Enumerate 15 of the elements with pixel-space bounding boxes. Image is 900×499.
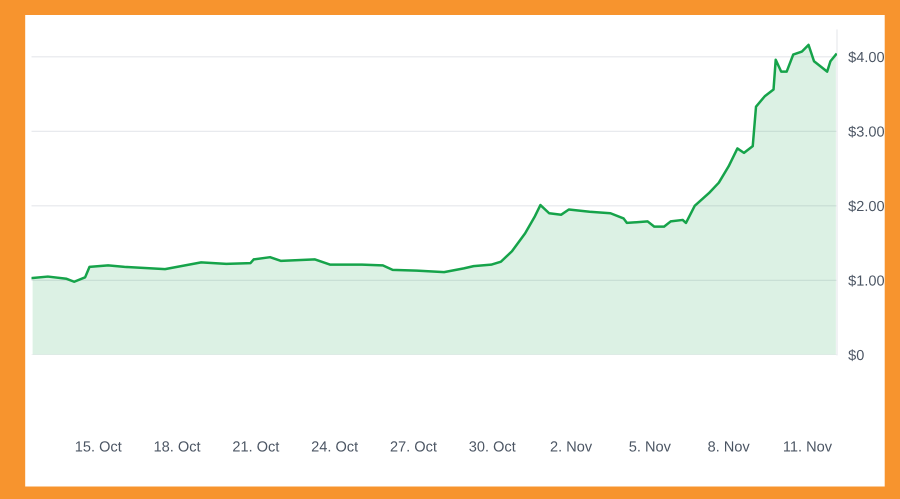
x-tick-label: 8. Nov bbox=[708, 441, 750, 452]
x-tick-label: 15. Oct bbox=[76, 441, 122, 452]
x-tick-label: 24. Oct bbox=[312, 441, 358, 452]
y-tick-label: $0 bbox=[848, 349, 864, 362]
y-tick-label: $3.00 bbox=[848, 126, 884, 138]
x-tick-label: 30. Oct bbox=[469, 441, 516, 452]
y-tick-label: $2.00 bbox=[848, 200, 884, 212]
x-tick-label: 21. Oct bbox=[233, 441, 280, 452]
x-tick-label: 11. Nov bbox=[784, 441, 832, 452]
x-tick-label: 18. Oct bbox=[154, 441, 200, 452]
x-tick-label: 27. Oct bbox=[390, 441, 437, 452]
y-tick-label: $4.00 bbox=[848, 51, 884, 64]
y-tick-label: $1.00 bbox=[848, 274, 884, 287]
x-tick-label: 2. Nov bbox=[550, 441, 592, 452]
x-tick-label: 5. Nov bbox=[629, 441, 671, 452]
